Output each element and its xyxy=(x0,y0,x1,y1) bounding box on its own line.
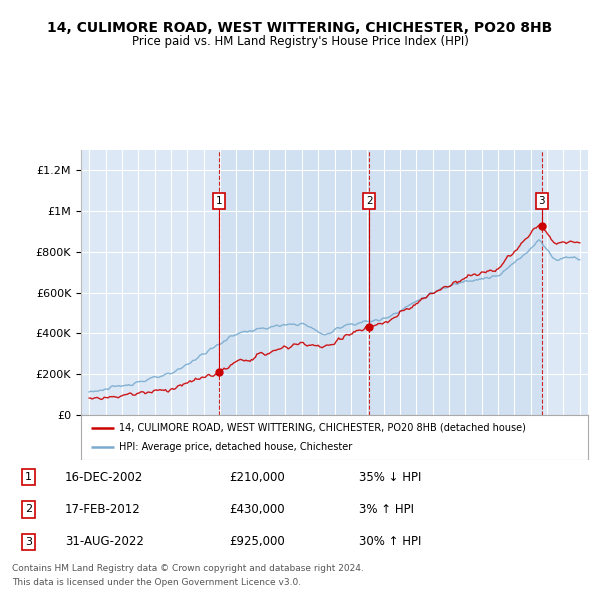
Text: £210,000: £210,000 xyxy=(229,471,285,484)
Bar xyxy=(542,150,588,415)
Text: 1: 1 xyxy=(25,472,32,482)
Text: 14, CULIMORE ROAD, WEST WITTERING, CHICHESTER, PO20 8HB (detached house): 14, CULIMORE ROAD, WEST WITTERING, CHICH… xyxy=(119,422,526,432)
Text: £925,000: £925,000 xyxy=(229,535,285,548)
Text: 1: 1 xyxy=(216,196,223,206)
Text: 16-DEC-2002: 16-DEC-2002 xyxy=(65,471,143,484)
Text: 17-FEB-2012: 17-FEB-2012 xyxy=(65,503,140,516)
Bar xyxy=(220,150,542,415)
Text: 3% ↑ HPI: 3% ↑ HPI xyxy=(359,503,414,516)
Text: 30% ↑ HPI: 30% ↑ HPI xyxy=(359,535,421,548)
Text: 31-AUG-2022: 31-AUG-2022 xyxy=(65,535,143,548)
Text: 2: 2 xyxy=(366,196,373,206)
Text: 14, CULIMORE ROAD, WEST WITTERING, CHICHESTER, PO20 8HB: 14, CULIMORE ROAD, WEST WITTERING, CHICH… xyxy=(47,21,553,35)
Text: This data is licensed under the Open Government Licence v3.0.: This data is licensed under the Open Gov… xyxy=(12,578,301,587)
Text: 35% ↓ HPI: 35% ↓ HPI xyxy=(359,471,421,484)
Text: 3: 3 xyxy=(538,196,545,206)
Text: 2: 2 xyxy=(25,504,32,514)
Text: Price paid vs. HM Land Registry's House Price Index (HPI): Price paid vs. HM Land Registry's House … xyxy=(131,35,469,48)
Text: HPI: Average price, detached house, Chichester: HPI: Average price, detached house, Chic… xyxy=(119,442,352,453)
Text: £430,000: £430,000 xyxy=(229,503,285,516)
Text: Contains HM Land Registry data © Crown copyright and database right 2024.: Contains HM Land Registry data © Crown c… xyxy=(12,564,364,573)
Text: 3: 3 xyxy=(25,537,32,547)
